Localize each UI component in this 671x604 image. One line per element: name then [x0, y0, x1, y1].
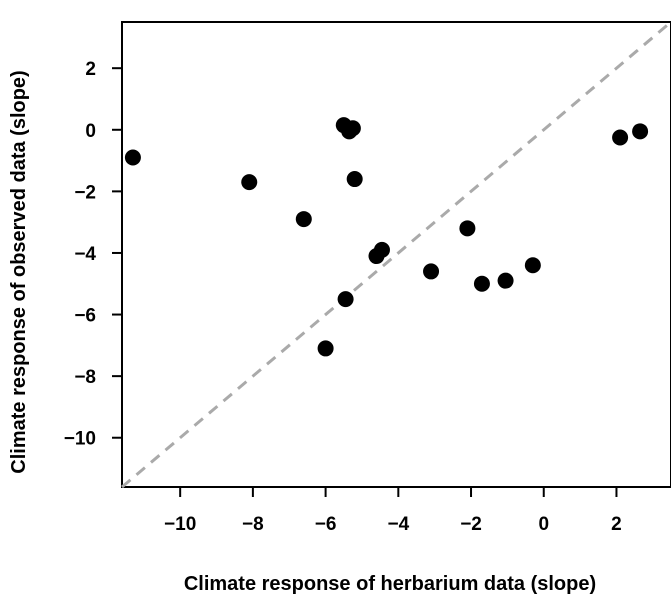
x-axis-title: Climate response of herbarium data (slop… [184, 573, 596, 595]
y-tick-label: −4 [74, 244, 96, 265]
y-axis-title: Climate response of observed data (slope… [8, 70, 30, 473]
x-tick-label: −6 [315, 514, 337, 535]
x-tick-label: −2 [460, 514, 482, 535]
data-point [459, 220, 476, 237]
data-point [632, 123, 649, 140]
data-point [337, 291, 354, 308]
data-point [524, 257, 541, 274]
data-point [423, 263, 440, 280]
data-point [295, 211, 312, 228]
data-point [344, 120, 361, 137]
x-tick-label: 2 [611, 514, 622, 535]
y-tick-label: −6 [74, 306, 96, 327]
y-tick-label: −2 [74, 182, 96, 203]
data-point [497, 272, 514, 289]
data-point [346, 171, 363, 188]
x-tick-label: −10 [164, 514, 196, 535]
data-point [317, 340, 334, 357]
y-tick-label: −8 [74, 367, 96, 388]
identity-reference-line [121, 20, 671, 489]
data-point [473, 275, 490, 292]
y-tick-label: 2 [85, 59, 96, 80]
data-point [612, 129, 629, 146]
y-tick-label: −10 [64, 429, 96, 450]
data-point [373, 241, 390, 258]
y-tick-label: 0 [85, 121, 96, 142]
x-tick-label: 0 [538, 514, 549, 535]
data-point [241, 174, 258, 191]
plot-frame [121, 21, 671, 488]
data-point [124, 149, 141, 166]
x-tick-label: −8 [242, 514, 264, 535]
x-tick-label: −4 [387, 514, 409, 535]
